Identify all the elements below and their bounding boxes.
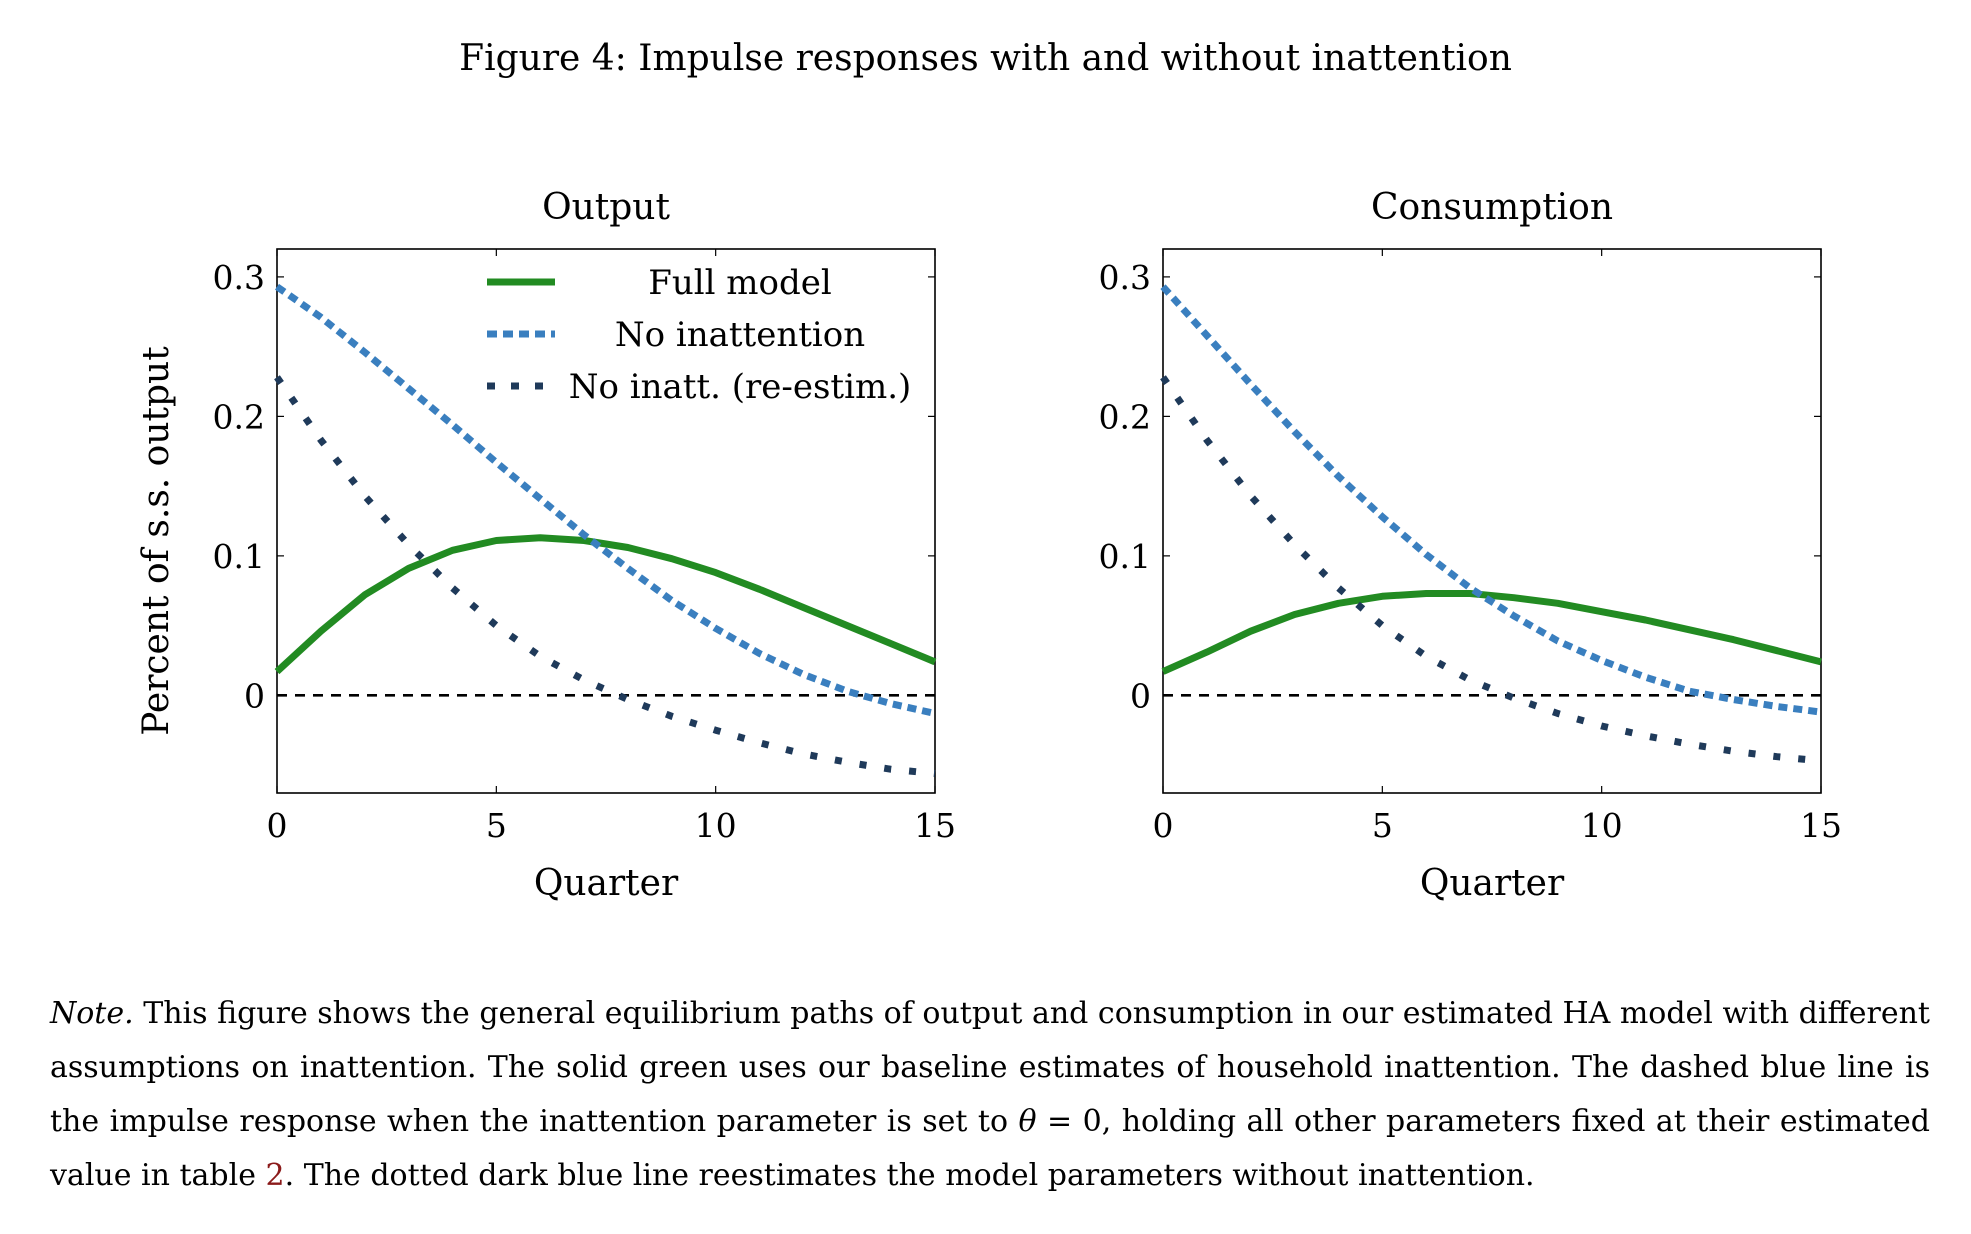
x-tick-label: 10 [1581, 806, 1623, 845]
chart-title: Output [542, 187, 670, 228]
series-line-full-model [274, 534, 937, 675]
series-line-full-model [1161, 590, 1822, 675]
x-tick-label: 5 [486, 806, 507, 845]
figure-title: Figure 4: Impulse responses with and wit… [459, 38, 1512, 79]
legend: Full model No inattention No inatt. (re-es… [487, 263, 911, 407]
x-tick-label: 0 [267, 806, 288, 845]
note-label: Note. [50, 996, 134, 1031]
x-tick-label: 10 [695, 806, 737, 845]
x-axis-label: Quarter [1420, 863, 1565, 904]
plot-frame [276, 248, 936, 794]
x-tick-label: 15 [1800, 806, 1842, 845]
note-text-2: = 0, holding all other parameters fixed … [50, 1104, 1930, 1193]
figure-note: Note. This figure shows the general equi… [50, 987, 1930, 1203]
note-math-theta: θ [1018, 1104, 1037, 1139]
series-line-no-inattention [1160, 284, 1822, 716]
y-tick-label: 0 [1130, 676, 1151, 715]
y-tick-label: 0.1 [213, 537, 265, 576]
series-line-no-inatt-reestim [274, 375, 936, 777]
y-tick-label: 0 [244, 676, 265, 715]
note-text-1: This figure shows the general equilibriu… [50, 996, 1930, 1139]
y-axis-label: Percent of s.s. output [136, 346, 177, 736]
y-tick-label: 0.2 [1099, 397, 1151, 436]
series-line-no-inatt-reestim [1160, 375, 1822, 765]
y-tick-label: 0.2 [213, 397, 265, 436]
legend-label-no-inattention: No inattention [615, 315, 865, 355]
x-tick-label: 0 [1153, 806, 1174, 845]
consumption-chart: 0 5 10 15 0 0.1 0.2 0.3 Consumption Quarter [1099, 187, 1842, 904]
plot-frame [1162, 248, 1822, 794]
impulse-response-charts: 0 5 10 15 0 0.1 0.2 0.3 Output Quarter Percent of … [136, 187, 1842, 904]
note-text-3: . The dotted dark blue line reestimates … [284, 1158, 1535, 1193]
x-axis-label: Quarter [534, 863, 679, 904]
y-tick-label: 0.3 [1099, 258, 1151, 297]
legend-label-no-inatt-reestim: No inatt. (re-estim.) [569, 367, 912, 407]
y-tick-label: 0.1 [1099, 537, 1151, 576]
x-tick-label: 5 [1372, 806, 1393, 845]
chart-title: Consumption [1371, 187, 1613, 228]
table-reference-link[interactable]: 2 [265, 1158, 285, 1193]
series-line-no-inattention [274, 283, 936, 717]
output-chart: 0 5 10 15 0 0.1 0.2 0.3 Output Quarter Percent of … [136, 187, 956, 904]
y-tick-label: 0.3 [213, 258, 265, 297]
legend-label-full-model: Full model [648, 263, 832, 303]
x-tick-label: 15 [914, 806, 956, 845]
